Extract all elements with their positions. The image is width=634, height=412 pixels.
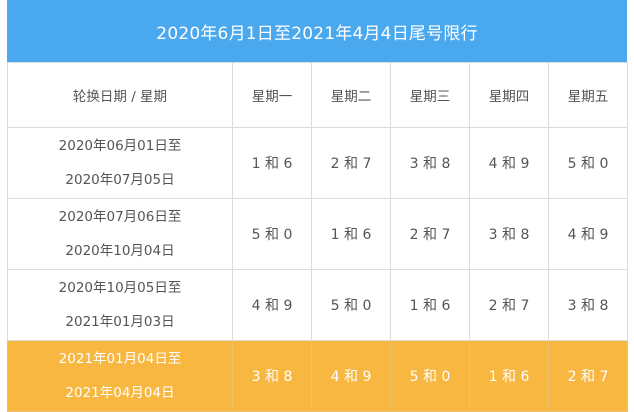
- plate-digits-cell: 3 和 8: [390, 127, 470, 199]
- plate-digits-cell: 2 和 7: [469, 269, 549, 341]
- table-title: 2020年6月1日至2021年4月4日尾号限行: [7, 0, 627, 62]
- table-row: 2020年10月05日至 2021年01月03日 4 和 9 5 和 0 1 和…: [7, 269, 628, 341]
- plate-digits-cell: 1 和 6: [311, 198, 391, 270]
- plate-digits-cell: 3 和 8: [469, 198, 549, 270]
- period-end: 2020年07月05日: [65, 172, 175, 188]
- plate-digits-cell: 5 和 0: [390, 340, 470, 412]
- plate-digits-cell: 5 和 0: [548, 127, 628, 199]
- period-cell: 2020年07月06日至 2020年10月04日: [7, 198, 233, 270]
- plate-digits-cell: 3 和 8: [548, 269, 628, 341]
- plate-digits-cell: 1 和 6: [390, 269, 470, 341]
- period-end: 2021年04月04日: [65, 385, 175, 401]
- corner-header: 轮换日期 / 星期: [7, 62, 233, 128]
- weekday-header: 星期三: [390, 62, 470, 128]
- table-row-current: 2021年01月04日至 2021年04月04日 3 和 8 4 和 9 5 和…: [7, 340, 628, 412]
- plate-digits-cell: 4 和 9: [548, 198, 628, 270]
- plate-digits-cell: 5 和 0: [311, 269, 391, 341]
- weekday-header: 星期四: [469, 62, 549, 128]
- plate-digits-cell: 4 和 9: [469, 127, 549, 199]
- plate-digits-cell: 3 和 8: [232, 340, 312, 412]
- plate-digits-cell: 4 和 9: [232, 269, 312, 341]
- weekday-header: 星期二: [311, 62, 391, 128]
- plate-digits-cell: 5 和 0: [232, 198, 312, 270]
- period-cell: 2020年06月01日至 2020年07月05日: [7, 127, 233, 199]
- period-cell: 2021年01月04日至 2021年04月04日: [7, 340, 233, 412]
- schedule-table: 轮换日期 / 星期 星期一 星期二 星期三 星期四 星期五 2020年06月01…: [7, 62, 628, 412]
- plate-digits-cell: 1 和 6: [232, 127, 312, 199]
- plate-digits-cell: 1 和 6: [469, 340, 549, 412]
- period-start: 2021年01月04日至: [58, 351, 182, 367]
- weekday-header: 星期五: [548, 62, 628, 128]
- plate-digits-cell: 4 和 9: [311, 340, 391, 412]
- plate-digits-cell: 2 和 7: [390, 198, 470, 270]
- period-start: 2020年06月01日至: [58, 138, 182, 154]
- period-end: 2020年10月04日: [65, 243, 175, 259]
- weekday-header: 星期一: [232, 62, 312, 128]
- period-cell: 2020年10月05日至 2021年01月03日: [7, 269, 233, 341]
- period-end: 2021年01月03日: [65, 314, 175, 330]
- period-start: 2020年10月05日至: [58, 280, 182, 296]
- plate-digits-cell: 2 和 7: [548, 340, 628, 412]
- table-row: 2020年07月06日至 2020年10月04日 5 和 0 1 和 6 2 和…: [7, 198, 628, 270]
- header-row: 轮换日期 / 星期 星期一 星期二 星期三 星期四 星期五: [7, 62, 628, 128]
- plate-digits-cell: 2 和 7: [311, 127, 391, 199]
- table-row: 2020年06月01日至 2020年07月05日 1 和 6 2 和 7 3 和…: [7, 127, 628, 199]
- period-start: 2020年07月06日至: [58, 209, 182, 225]
